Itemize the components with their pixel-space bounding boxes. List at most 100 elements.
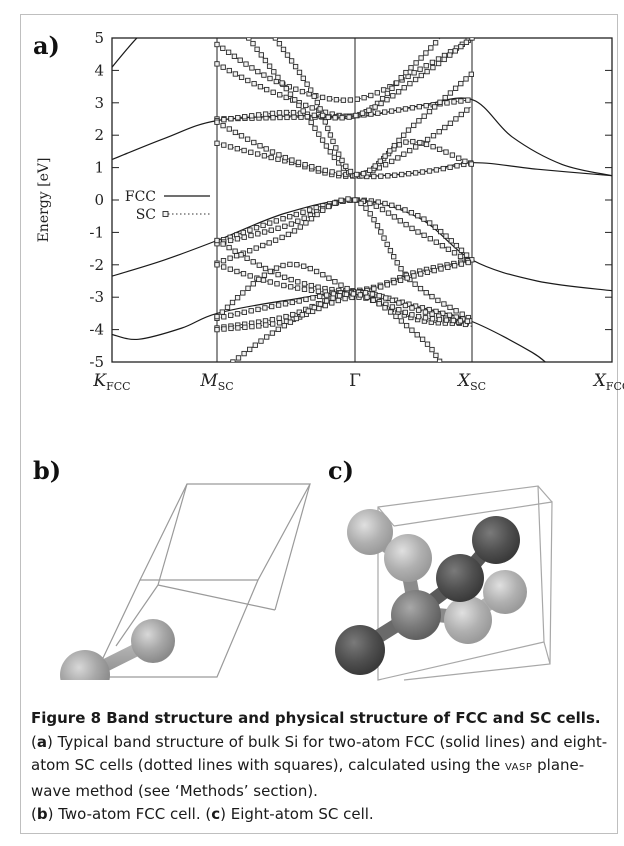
sc-band-marker <box>256 262 262 268</box>
sc-band-marker <box>433 308 439 315</box>
sc-band-marker <box>276 315 282 321</box>
sc-band-marker <box>436 316 443 323</box>
sc-band-marker <box>401 132 407 138</box>
sc-band-marker <box>436 129 442 135</box>
sc-band-marker <box>319 94 326 101</box>
sc-band-marker <box>250 281 256 287</box>
sc-band-marker <box>387 148 393 154</box>
sc-band-marker <box>308 282 314 289</box>
sc-band-marker <box>463 252 470 258</box>
sc-band-marker <box>311 304 317 311</box>
sc-band-marker <box>363 205 369 211</box>
panel-a-label: a) <box>33 31 60 60</box>
sc-band-marker <box>221 117 227 123</box>
sc-band-marker <box>457 318 464 324</box>
sc-band-marker <box>371 286 377 292</box>
sc-band-marker <box>303 220 309 226</box>
sc-band-marker <box>309 105 315 111</box>
sc-band-marker <box>391 254 397 260</box>
sc-band-marker <box>443 233 449 239</box>
sc-band-marker <box>458 247 465 253</box>
caption-c-text: ) Eight-atom SC cell. <box>220 805 374 823</box>
sc-band-marker <box>311 93 317 99</box>
sc-band-marker <box>396 300 402 306</box>
sc-band-marker <box>452 48 458 54</box>
sc-band-marker <box>255 112 262 118</box>
sc-band-marker <box>281 323 287 329</box>
sc-band-marker <box>395 155 401 161</box>
sc-band-marker <box>234 295 241 301</box>
sc-band-marker <box>378 100 384 107</box>
sc-band-marker <box>277 114 283 121</box>
sc-band-marker <box>316 131 322 137</box>
sc-band-marker <box>237 57 243 63</box>
sc-band-marker <box>260 277 267 283</box>
sc-band-marker <box>463 39 470 45</box>
sc-band-marker <box>395 204 402 211</box>
sc-band-marker <box>421 113 427 119</box>
sc-band-marker <box>276 110 283 116</box>
sc-band-marker <box>275 302 282 308</box>
sc-band-marker <box>413 60 419 66</box>
sc-band-marker <box>247 227 253 233</box>
sc-band-marker <box>316 305 322 312</box>
sc-band-marker <box>289 157 295 163</box>
sc-band-marker <box>374 223 381 229</box>
sc-band-marker <box>293 86 299 92</box>
sc-band-marker <box>248 232 254 239</box>
sc-band-marker <box>275 225 281 231</box>
sc-band-marker <box>347 97 354 103</box>
sc-band-marker <box>436 358 443 362</box>
sc-band-marker <box>413 144 419 150</box>
sc-band-marker <box>445 246 452 252</box>
sc-band-marker <box>320 272 326 278</box>
sc-band-marker <box>300 209 306 215</box>
sc-band-marker <box>325 114 331 120</box>
sc-band-marker <box>267 279 273 285</box>
sc-band-marker <box>325 125 331 132</box>
sc-band-marker <box>464 107 470 113</box>
sc-band-marker <box>371 173 377 180</box>
sc-band-marker <box>353 112 359 119</box>
sc-band-marker <box>336 170 342 176</box>
sc-band-marker <box>332 279 338 285</box>
sc-band-marker <box>427 220 433 226</box>
sc-band-marker <box>435 56 442 62</box>
sc-band-marker <box>268 227 274 233</box>
sc-band-marker <box>391 279 397 286</box>
sc-band-marker <box>458 80 464 87</box>
sc-band-marker <box>422 315 429 321</box>
sc-band-marker <box>453 116 459 122</box>
sc-band-marker <box>424 68 430 75</box>
sc-band-marker <box>429 316 436 322</box>
sc-band-marker <box>463 76 469 82</box>
sc-band-marker <box>417 271 424 277</box>
sc-band-marker <box>320 207 326 213</box>
caption-b-text: ) Two-atom FCC cell. ( <box>47 805 212 823</box>
sc-band-marker <box>261 72 267 78</box>
sc-band-marker <box>333 97 340 103</box>
sc-band-marker <box>361 95 367 101</box>
sc-band-marker <box>257 84 264 90</box>
sc-band-marker <box>439 243 446 249</box>
sc-band-marker <box>310 295 316 301</box>
sc-band-marker <box>301 215 307 221</box>
sc-band-marker <box>340 97 347 103</box>
sc-band-marker <box>276 41 283 47</box>
sc-band-marker <box>249 113 255 119</box>
sc-band-marker <box>262 57 269 64</box>
sc-band-marker <box>275 326 281 332</box>
sc-band-marker <box>272 237 279 243</box>
sc-band-marker <box>358 200 364 207</box>
sc-band-marker <box>307 265 313 272</box>
sc-band-marker <box>407 80 413 87</box>
sc-band-marker <box>339 115 345 121</box>
sc-band-marker <box>436 146 443 152</box>
y-tick-label: 0 <box>94 191 104 209</box>
sc-band-marker <box>269 149 276 155</box>
sc-band-marker <box>234 311 241 317</box>
sc-band-marker <box>303 102 309 109</box>
sc-band-marker <box>326 96 333 102</box>
sc-band-marker <box>227 237 234 244</box>
sc-band-marker <box>234 268 240 275</box>
